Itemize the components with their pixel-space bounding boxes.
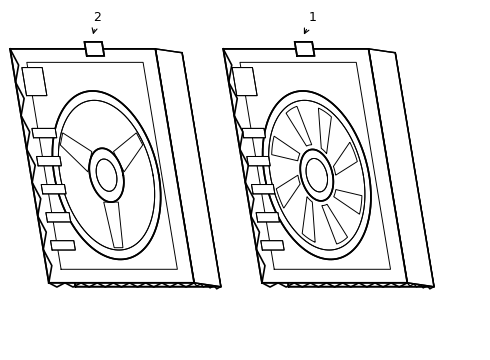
Polygon shape	[334, 190, 362, 214]
Polygon shape	[333, 142, 357, 175]
Polygon shape	[247, 157, 270, 166]
Polygon shape	[242, 129, 266, 138]
Polygon shape	[50, 241, 75, 250]
Polygon shape	[96, 159, 117, 191]
Polygon shape	[22, 68, 47, 96]
Polygon shape	[84, 42, 104, 56]
Polygon shape	[306, 158, 327, 192]
Polygon shape	[155, 49, 221, 287]
Polygon shape	[89, 148, 124, 202]
Polygon shape	[223, 49, 407, 283]
Polygon shape	[32, 129, 57, 138]
Text: 2: 2	[92, 11, 101, 33]
Polygon shape	[37, 53, 221, 287]
Polygon shape	[302, 197, 315, 242]
Polygon shape	[46, 213, 71, 222]
Polygon shape	[10, 49, 194, 283]
Polygon shape	[251, 185, 275, 194]
Polygon shape	[269, 100, 365, 250]
Polygon shape	[271, 136, 300, 161]
Polygon shape	[276, 175, 300, 208]
Polygon shape	[37, 157, 61, 166]
Polygon shape	[114, 133, 143, 172]
Polygon shape	[250, 53, 434, 287]
Polygon shape	[58, 100, 155, 250]
Polygon shape	[322, 204, 347, 244]
Polygon shape	[294, 42, 315, 56]
Polygon shape	[318, 108, 331, 154]
Polygon shape	[52, 91, 161, 260]
Polygon shape	[60, 133, 92, 172]
Polygon shape	[263, 91, 371, 260]
Polygon shape	[104, 202, 123, 248]
Polygon shape	[41, 185, 66, 194]
Polygon shape	[368, 49, 434, 287]
Polygon shape	[232, 68, 257, 96]
Text: 1: 1	[304, 11, 316, 33]
Polygon shape	[256, 213, 279, 222]
Polygon shape	[300, 149, 333, 201]
Polygon shape	[261, 241, 284, 250]
Polygon shape	[286, 106, 312, 146]
